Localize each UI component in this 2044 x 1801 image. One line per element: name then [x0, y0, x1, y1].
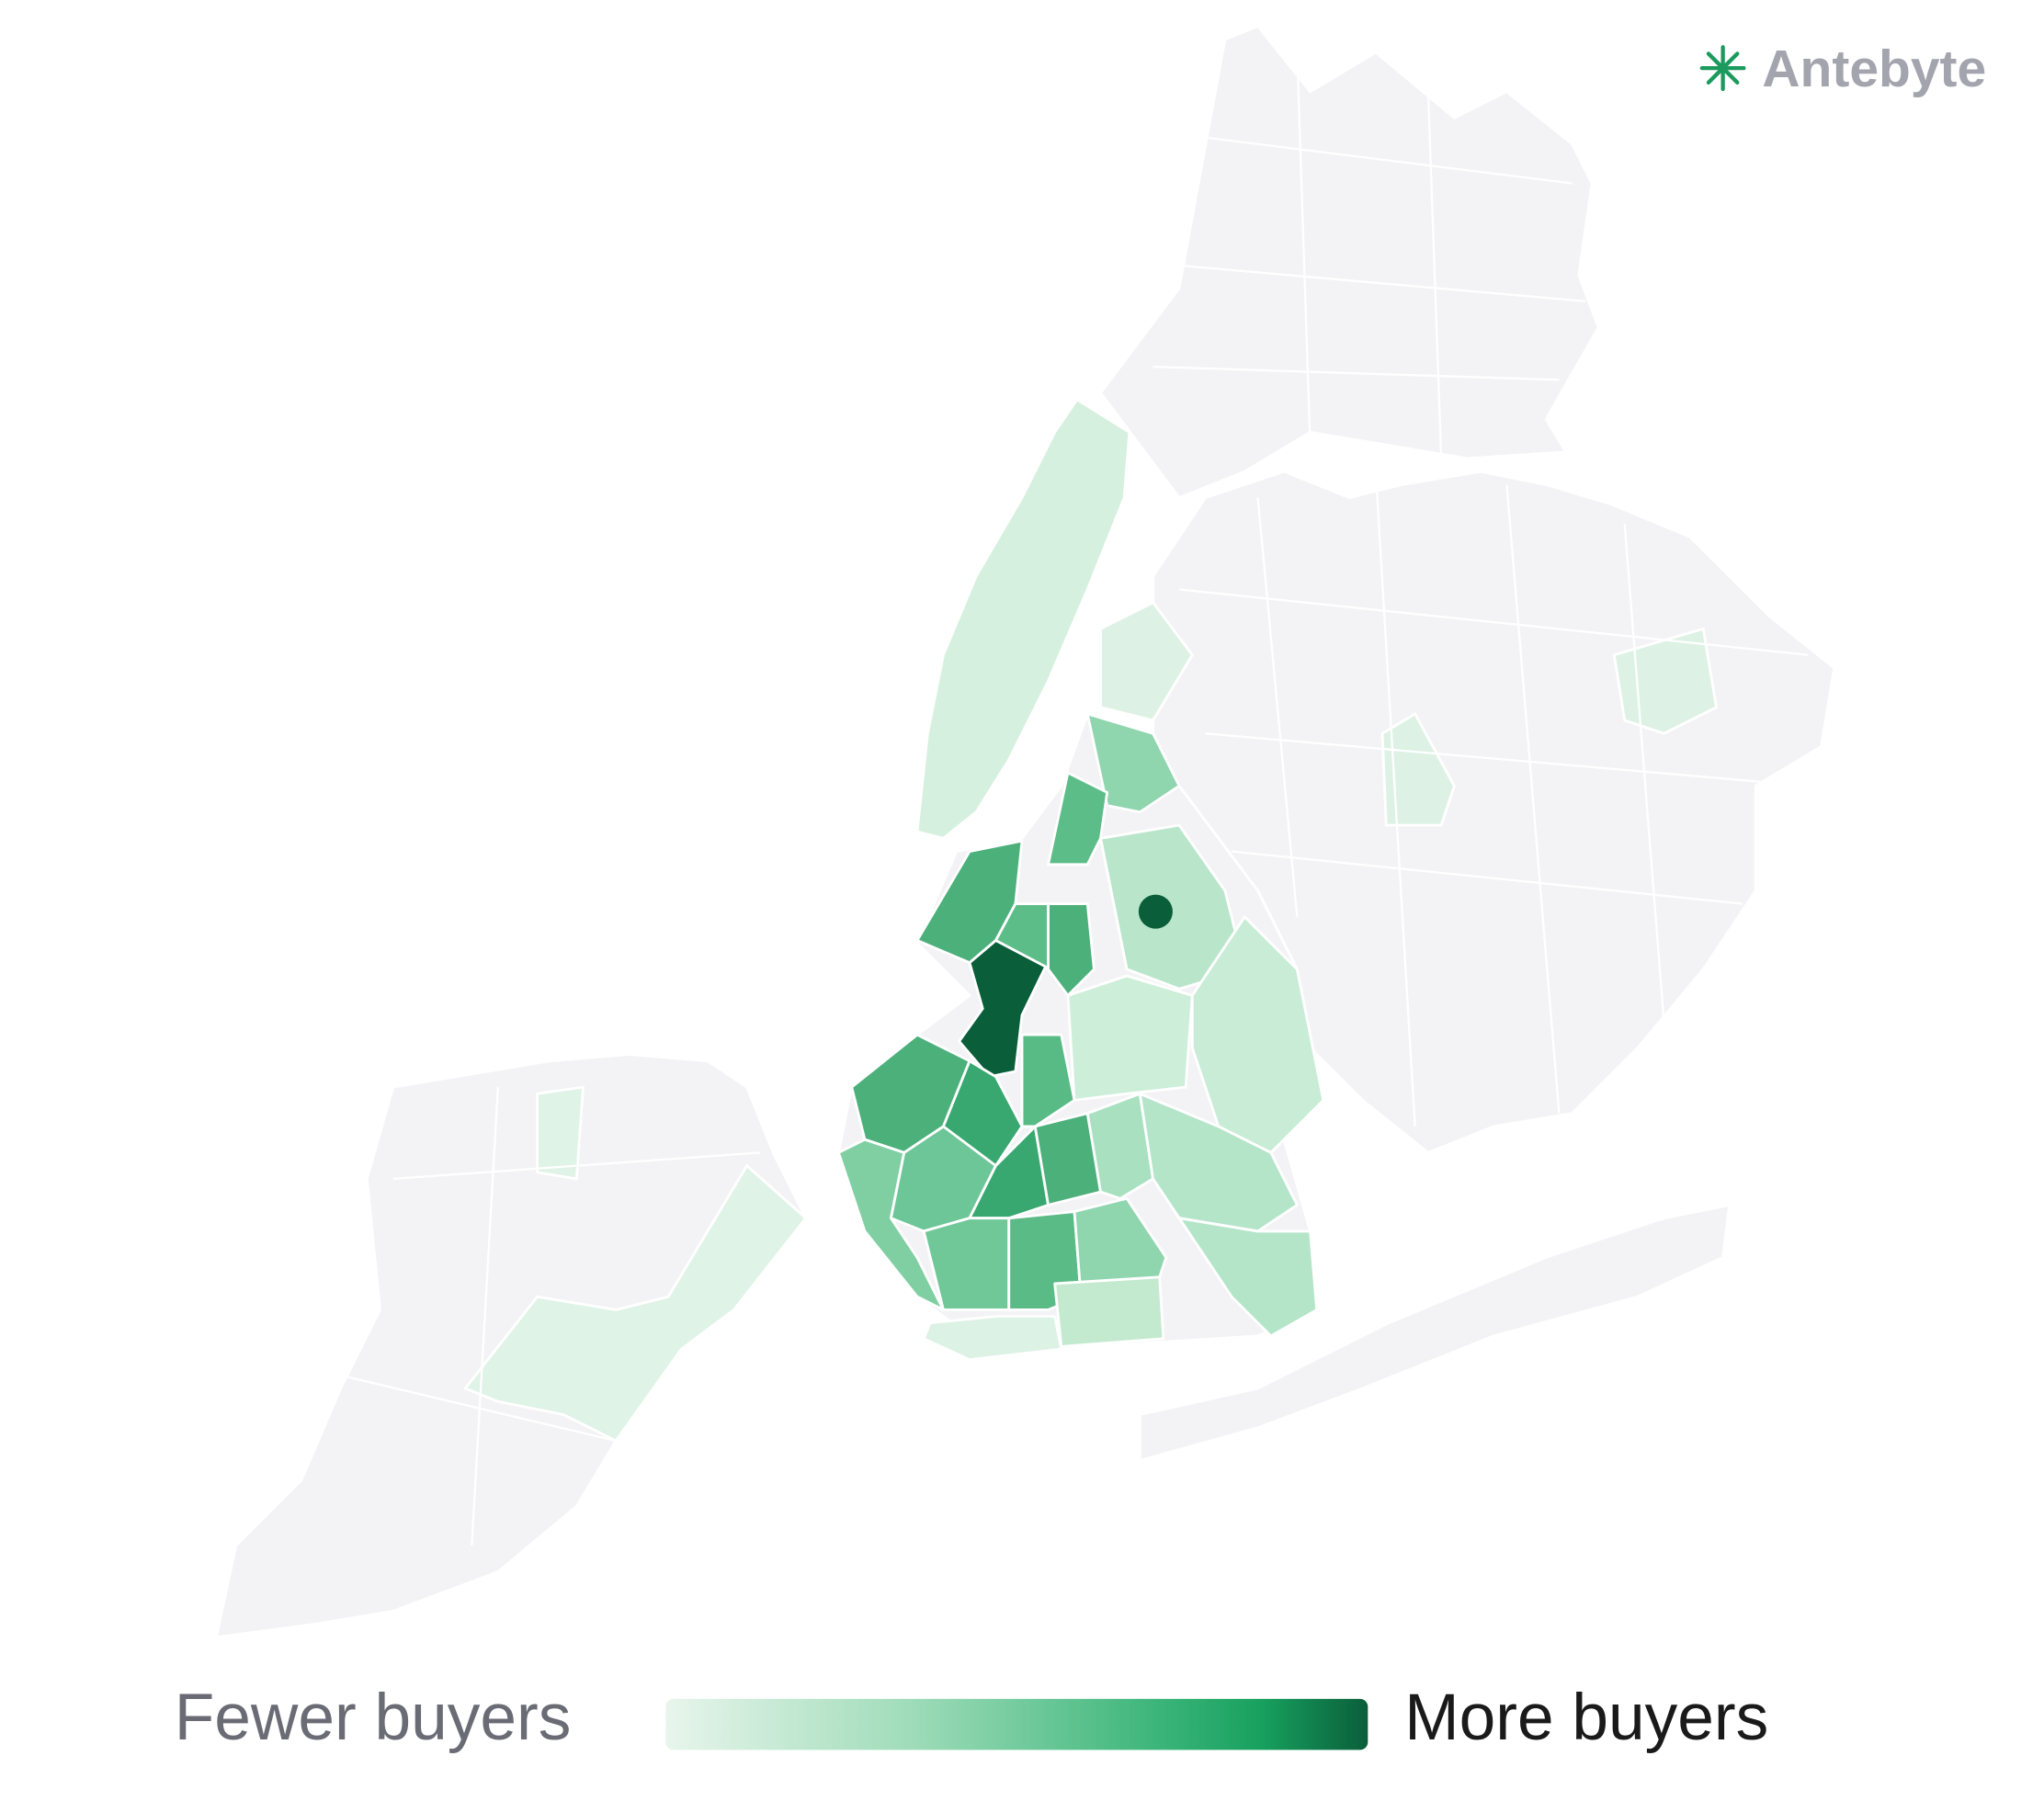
- zone: [922, 1315, 1063, 1362]
- zone: [1138, 1092, 1299, 1233]
- brand-logo: Antebyte: [1699, 40, 1986, 98]
- manhattan: [915, 398, 1131, 840]
- brand-name: Antebyte: [1762, 40, 1986, 98]
- zone: [958, 939, 1048, 1079]
- zone: [1053, 1275, 1165, 1348]
- zone: [536, 1085, 585, 1181]
- zone: [1099, 601, 1194, 722]
- zone: [1066, 974, 1194, 1102]
- zone: [1047, 771, 1109, 867]
- zone: [968, 1125, 1050, 1220]
- location-marker: [1138, 894, 1173, 929]
- brand-icon: [1699, 45, 1746, 92]
- legend-high-label: More buyers: [1404, 1681, 1768, 1754]
- rockaway: [1138, 1203, 1732, 1462]
- bronx: [1099, 25, 1600, 500]
- zone: [1085, 1092, 1154, 1200]
- zone: [463, 1164, 808, 1443]
- zone: [1020, 1033, 1076, 1128]
- boundaries: [340, 51, 1809, 1546]
- zone: [837, 1138, 945, 1311]
- zone: [1380, 712, 1456, 827]
- legend: Fewer buyers More buyers: [175, 1681, 1769, 1754]
- zone: [1177, 1217, 1319, 1338]
- map: [214, 25, 1836, 1639]
- legend-low-label: Fewer buyers: [175, 1681, 572, 1754]
- zone: [1047, 902, 1096, 997]
- legend-gradient: [665, 1698, 1368, 1750]
